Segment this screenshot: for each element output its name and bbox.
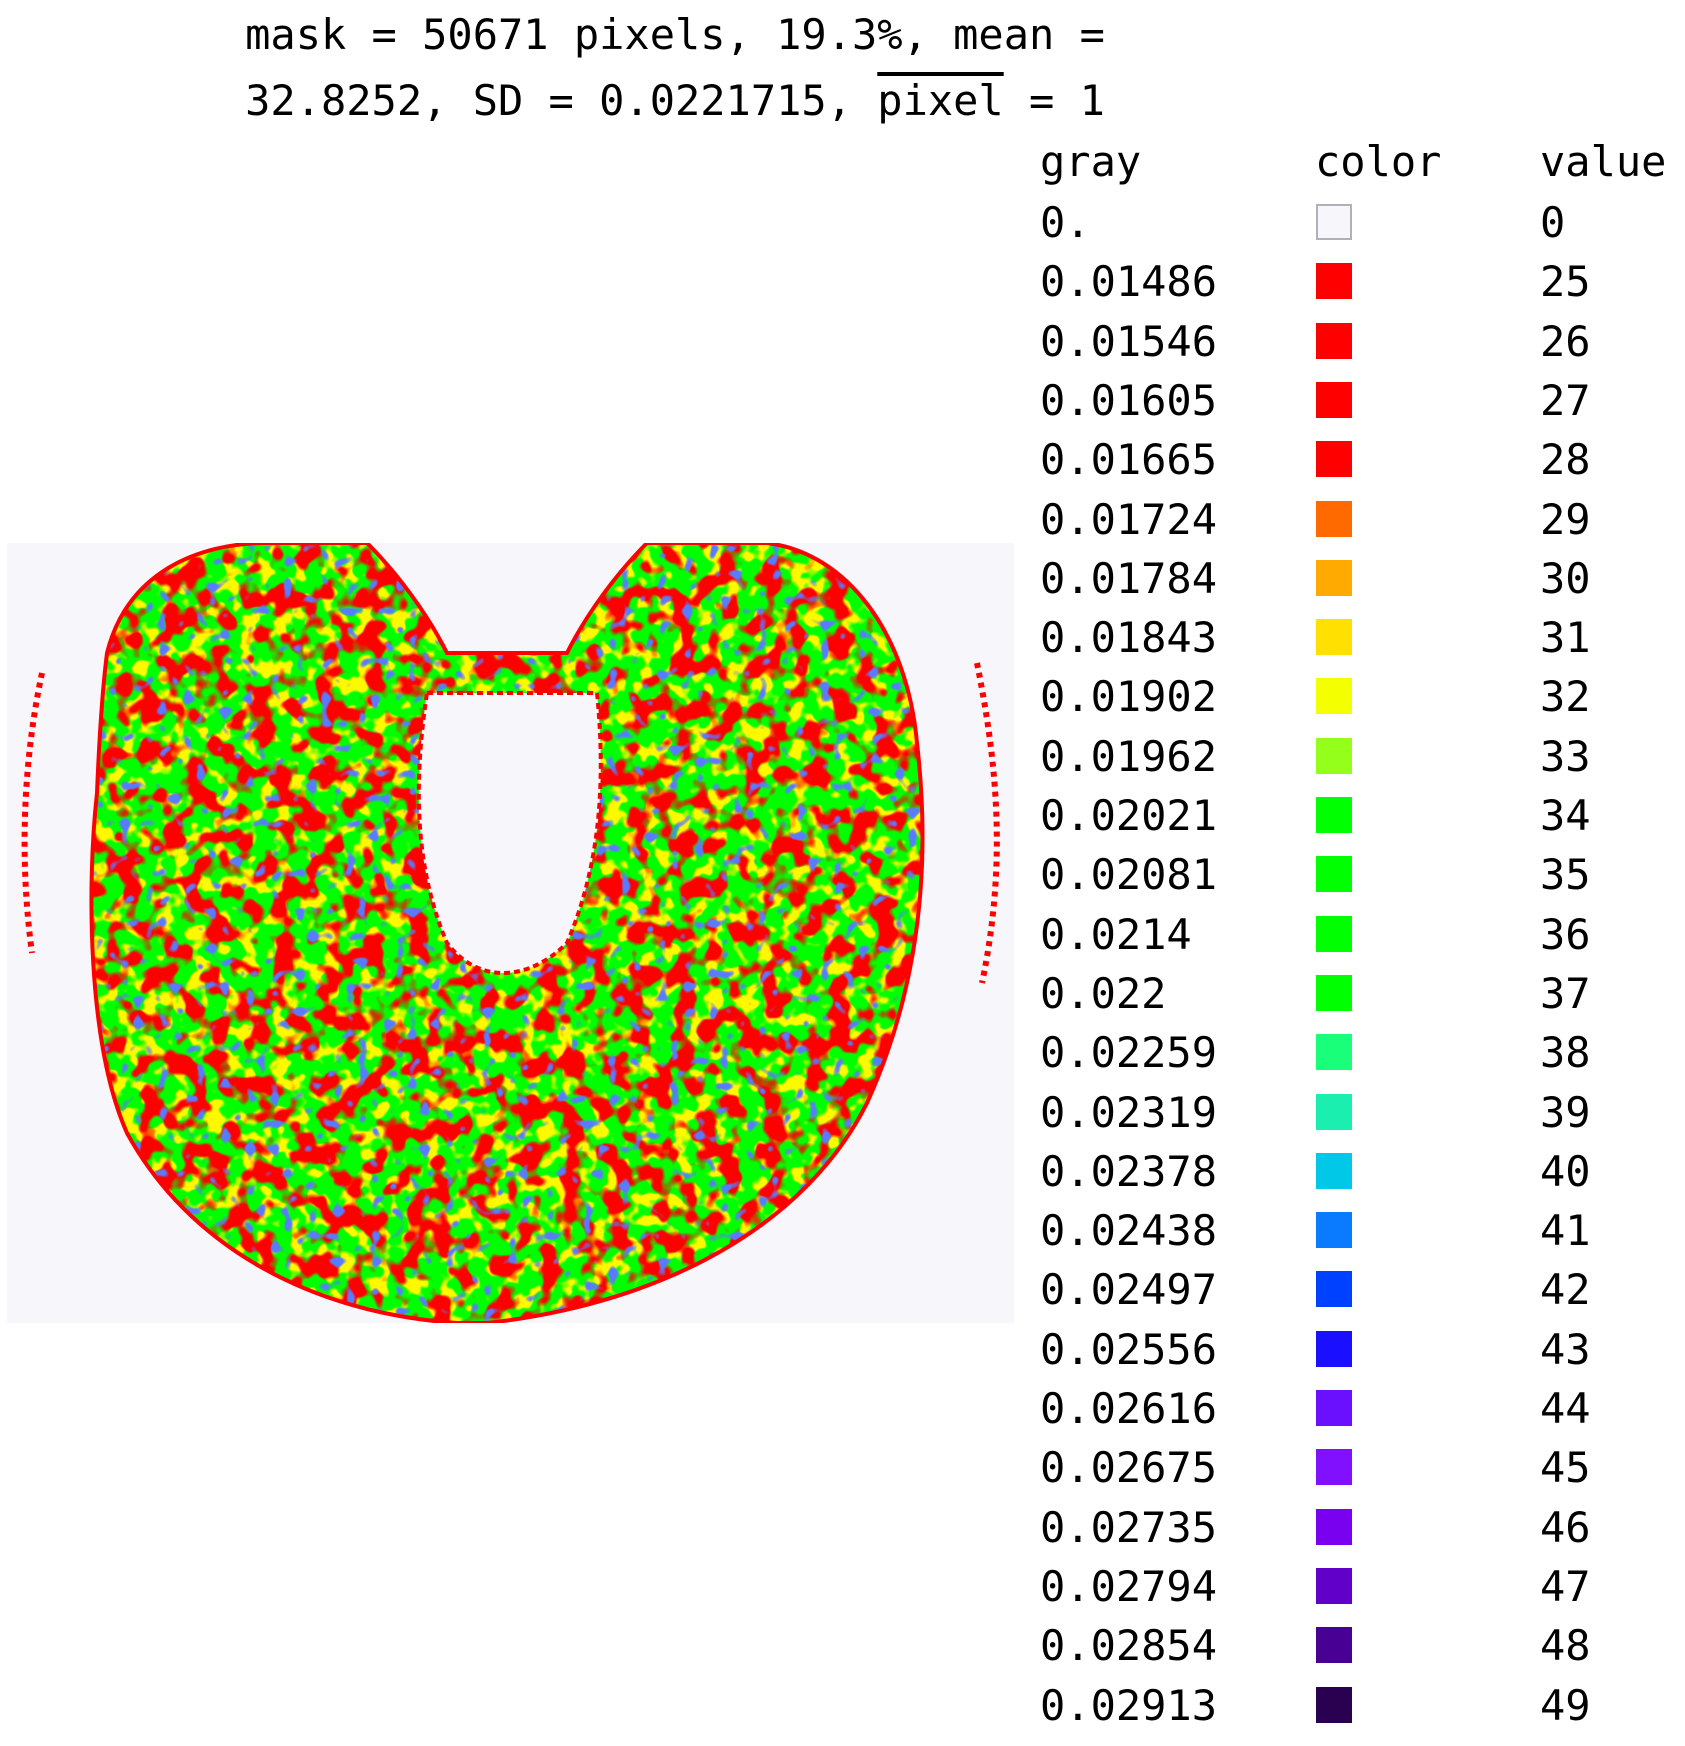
legend-header-value: value (1540, 137, 1667, 186)
legend-index-value: 36 (1540, 909, 1591, 959)
legend-gray-value: 0.02675 (1040, 1443, 1218, 1493)
legend-index-value: 30 (1540, 553, 1591, 603)
legend-gray-value: 0.02021 (1040, 791, 1218, 840)
legend-color-swatch (1316, 915, 1352, 952)
legend-index-value: 41 (1540, 1206, 1591, 1256)
legend-color-swatch (1316, 381, 1352, 418)
legend-color-swatch (1316, 1449, 1352, 1486)
chart-title-line-2: 32.8252, SD = 0.0221715, pixel = 1 (0, 68, 1350, 134)
legend-gray-value: 0.02735 (1040, 1502, 1218, 1552)
legend-gray-value: 0.02438 (1040, 1206, 1218, 1256)
legend-index-value: 40 (1540, 1146, 1591, 1196)
legend-index-value: 38 (1540, 1028, 1591, 1078)
legend-gray-value: 0. (1040, 198, 1091, 247)
legend-color-swatch (1316, 441, 1352, 478)
title-pixel-value: = 1 (1003, 76, 1105, 125)
legend-gray-value: 0.01486 (1040, 257, 1218, 307)
legend-gray-value: 0.02616 (1040, 1384, 1218, 1433)
legend-gray-value: 0.02259 (1040, 1028, 1218, 1078)
legend-gray-value: 0.02794 (1040, 1561, 1218, 1611)
legend-color-swatch (1316, 797, 1352, 833)
legend-index-value: 48 (1540, 1621, 1591, 1671)
legend-gray-value: 0.02854 (1040, 1621, 1218, 1671)
legend-color-swatch (1316, 619, 1352, 656)
legend-gray-value: 0.01665 (1040, 435, 1218, 485)
heatmap-image (7, 543, 1014, 1323)
legend-color-swatch (1316, 737, 1352, 774)
legend-index-value: 26 (1540, 316, 1591, 366)
legend-gray-value: 0.01724 (1040, 494, 1218, 544)
right-body-wall (974, 662, 1000, 984)
legend-color-swatch (1316, 1271, 1352, 1308)
title-pixel-overline: pixel (877, 76, 1004, 125)
legend-index-value: 45 (1540, 1443, 1591, 1493)
legend-gray-value: 0.02913 (1040, 1680, 1218, 1730)
legend-gray-value: 0.01605 (1040, 375, 1218, 425)
legend-index-value: 27 (1540, 375, 1591, 425)
legend-color-swatch (1316, 678, 1352, 715)
legend-index-value: 34 (1540, 791, 1591, 840)
legend-index-value: 42 (1540, 1265, 1591, 1315)
legend-index-value: 46 (1540, 1502, 1591, 1552)
legend-gray-value: 0.01784 (1040, 553, 1218, 603)
legend-index-value: 25 (1540, 257, 1591, 307)
legend-index-value: 47 (1540, 1561, 1591, 1611)
legend-index-value: 37 (1540, 968, 1591, 1018)
chart-title-line-1: mask = 50671 pixels, 19.3%, mean = (245, 10, 1105, 59)
legend-gray-value: 0.01546 (1040, 316, 1218, 366)
legend-color-swatch (1316, 856, 1352, 893)
legend-gray-value: 0.02497 (1040, 1265, 1218, 1315)
legend-color-swatch (1316, 322, 1352, 359)
legend-gray-value: 0.02081 (1040, 850, 1218, 900)
legend-index-value: 32 (1540, 672, 1591, 722)
legend-gray-value: 0.01902 (1040, 672, 1218, 722)
legend-color-swatch (1316, 1212, 1352, 1249)
legend-color-swatch (1316, 1152, 1352, 1189)
title-stats: 32.8252, SD = 0.0221715, (245, 76, 878, 125)
legend-index-value: 29 (1540, 494, 1591, 544)
legend-color-swatch (1316, 974, 1352, 1011)
legend-index-value: 33 (1540, 731, 1591, 781)
legend-color-swatch (1316, 263, 1352, 300)
mediastinum-cutout (416, 691, 603, 975)
legend-color-swatch (1316, 1390, 1352, 1426)
legend-color-swatch (1316, 1686, 1352, 1723)
legend-color-swatch (1316, 204, 1352, 240)
legend-color-swatch (1316, 1627, 1352, 1664)
legend-gray-value: 0.02378 (1040, 1146, 1218, 1196)
legend-gray-value: 0.01843 (1040, 613, 1218, 663)
legend-color-swatch (1316, 1508, 1352, 1545)
legend-index-value: 44 (1540, 1384, 1591, 1433)
legend-gray-value: 0.0214 (1040, 909, 1192, 959)
legend-color-swatch (1316, 1034, 1352, 1071)
legend-color-swatch (1316, 1567, 1352, 1604)
legend-index-value: 28 (1540, 435, 1591, 485)
legend-color-swatch (1316, 1330, 1352, 1367)
legend-index-value: 31 (1540, 613, 1591, 663)
legend-index-value: 39 (1540, 1087, 1591, 1137)
legend-header-gray: gray (1040, 137, 1142, 186)
legend-gray-value: 0.02319 (1040, 1087, 1218, 1137)
legend-index-value: 49 (1540, 1680, 1591, 1730)
legend-header-color: color (1315, 137, 1442, 186)
legend-color-swatch (1316, 1093, 1352, 1130)
legend-index-value: 0 (1540, 198, 1566, 247)
legend-gray-value: 0.022 (1040, 968, 1167, 1018)
legend-index-value: 35 (1540, 850, 1591, 900)
legend-color-swatch (1316, 559, 1352, 596)
legend-gray-value: 0.02556 (1040, 1324, 1218, 1374)
legend-index-value: 43 (1540, 1324, 1591, 1374)
legend-color-swatch (1316, 500, 1352, 537)
lung-outline (89, 543, 925, 1323)
legend-gray-value: 0.01962 (1040, 731, 1218, 781)
